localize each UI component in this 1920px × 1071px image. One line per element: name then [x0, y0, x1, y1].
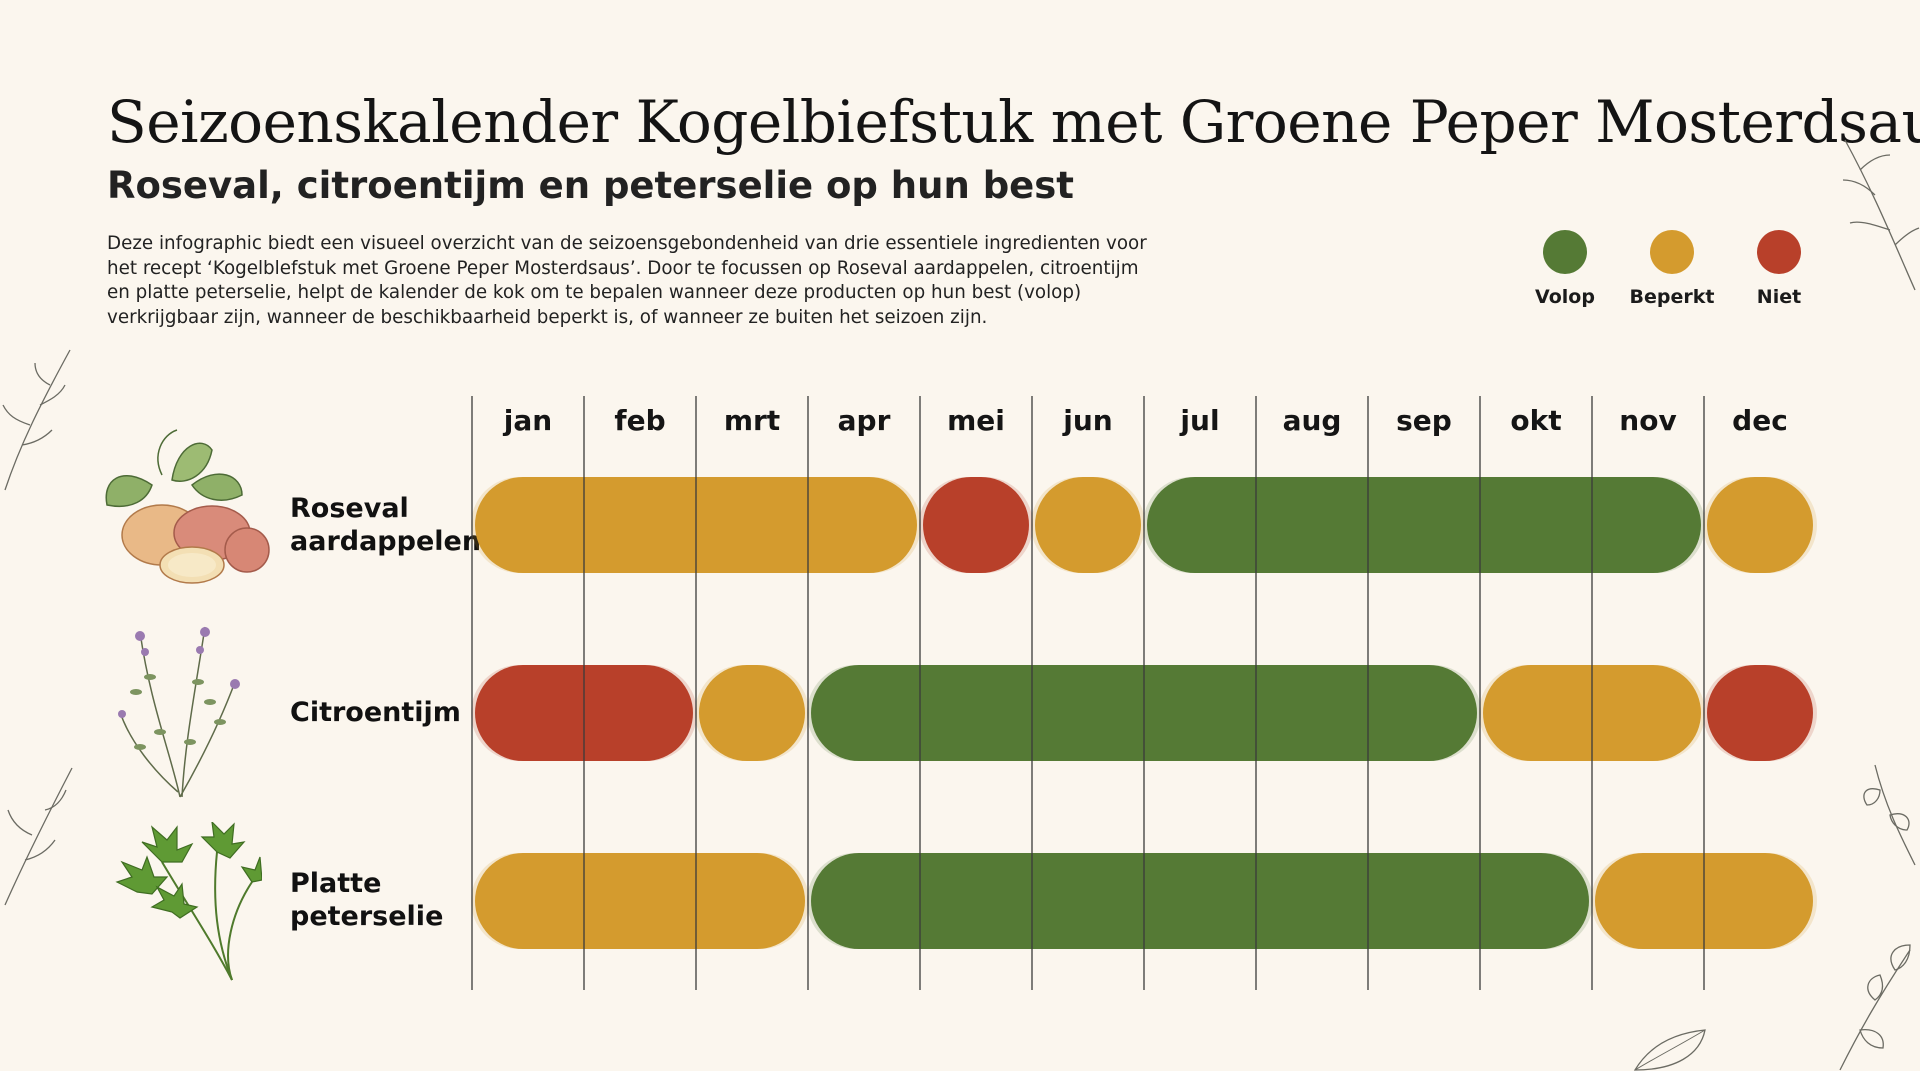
- herb-sprig-icon: [2, 349, 71, 491]
- month-label-okt: okt: [1510, 404, 1561, 437]
- bar-segment-parsley-volop-1: [811, 853, 1589, 949]
- page-title: Seizoenskalender Kogelbiefstuk met Groen…: [107, 88, 1920, 156]
- month-label-dec: dec: [1732, 404, 1788, 437]
- thyme-icon: [118, 626, 240, 798]
- bar-segment-potato-volop-3: [1147, 477, 1701, 573]
- month-label-jun: jun: [1062, 404, 1112, 437]
- row-label-citroentijm-line1: Citroentijm: [290, 697, 461, 728]
- bar-segment-parsley-beperkt-0: [475, 853, 805, 949]
- month-label-feb: feb: [614, 404, 665, 437]
- month-label-aug: aug: [1283, 404, 1342, 437]
- legend-dot-niet: [1757, 230, 1801, 274]
- leaf-icon: [1633, 1029, 1706, 1071]
- bar-segment-potato-beperkt-4: [1707, 477, 1813, 573]
- month-label-apr: apr: [838, 404, 891, 437]
- row-label-peterselie: Platte peterselie: [290, 867, 460, 933]
- month-label-sep: sep: [1396, 404, 1452, 437]
- leaf-sprig-icon: [1839, 944, 1911, 1071]
- legend: Volop Beperkt Niet: [1515, 230, 1815, 310]
- month-label-jan: jan: [503, 404, 552, 437]
- legend-label-volop: Volop: [1535, 286, 1595, 308]
- legend-item-volop: Volop: [1515, 230, 1615, 308]
- description-text: Deze infographic biedt een visueel overz…: [107, 233, 1147, 328]
- month-label-mei: mei: [947, 404, 1005, 437]
- legend-item-niet: Niet: [1729, 230, 1829, 308]
- herb-sprig-icon: [4, 767, 73, 906]
- bar-segment-thyme-niet-4: [1707, 665, 1813, 761]
- row-label-citroentijm: Citroentijm: [290, 696, 461, 729]
- row-label-peterselie-line1: Platte: [290, 868, 382, 899]
- bar-segment-potato-beperkt-2: [1035, 477, 1141, 573]
- legend-item-beperkt: Beperkt: [1622, 230, 1722, 308]
- bar-segment-thyme-beperkt-1: [699, 665, 805, 761]
- legend-label-niet: Niet: [1756, 286, 1802, 308]
- parsley-icon: [115, 822, 262, 981]
- row-label-peterselie-line2: peterselie: [290, 901, 444, 932]
- potato-icon: [105, 429, 270, 584]
- month-label-nov: nov: [1619, 404, 1676, 437]
- month-label-jul: jul: [1179, 404, 1219, 437]
- row-label-roseval: Roseval aardappelen: [290, 492, 482, 558]
- leaf-sprig-icon: [1863, 764, 1916, 866]
- legend-dot-volop: [1543, 230, 1587, 274]
- bar-segment-potato-niet-1: [923, 477, 1029, 573]
- page-subtitle: Roseval, citroentijm en peterselie op hu…: [107, 164, 1074, 207]
- legend-label-beperkt: Beperkt: [1629, 286, 1715, 308]
- row-label-roseval-line2: aardappelen: [290, 526, 482, 557]
- herb-sprig-icon: [1842, 139, 1920, 291]
- row-label-roseval-line1: Roseval: [290, 493, 409, 524]
- month-label-mrt: mrt: [724, 404, 780, 437]
- legend-dot-beperkt: [1650, 230, 1694, 274]
